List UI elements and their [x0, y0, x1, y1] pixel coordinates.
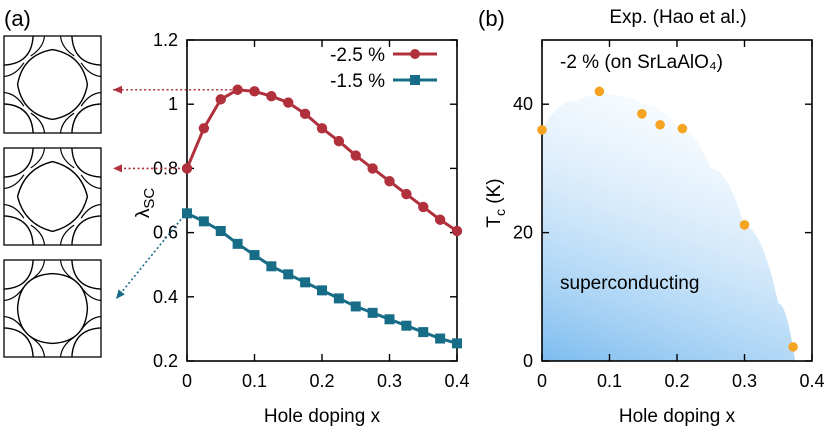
data-point-1p5 [452, 338, 462, 349]
panel-a-chart: 0 0.1 0.2 0.3 0.40.20.40.60.811.2 Hole dopin… [113, 30, 470, 427]
a-xtick-label: 0.3 [377, 371, 402, 391]
data-point-2p5 [181, 163, 193, 174]
data-point-1p5 [283, 269, 294, 280]
a-ytick-label: 0.2 [153, 351, 178, 371]
panel-b-ylabel: Tc (K) [484, 178, 508, 227]
b-xtick-label: 0 [537, 371, 547, 391]
panel-b-annotation: -2 % (on SrLaAlO₄) [560, 52, 723, 73]
arrow-to-middle-inset-head [113, 164, 122, 173]
b-ytick-label: 20 [513, 223, 533, 243]
a-ytick-label: 0.6 [153, 223, 178, 243]
a-ytick-label: 1.2 [153, 30, 178, 50]
a-xtick-label: 0.4 [444, 371, 469, 391]
svg-text:λSC: λSC [133, 188, 158, 219]
data-point-1p5 [333, 293, 344, 304]
data-point-1p5 [317, 285, 327, 296]
panel-a-arrows [113, 85, 232, 300]
data-point-1p5 [384, 314, 395, 325]
a-xtick-label: 0.2 [309, 371, 334, 391]
data-point-1p5 [232, 238, 243, 249]
svg-text:Tc (K): Tc (K) [484, 178, 508, 227]
tc-data-point [637, 109, 647, 119]
ylabel-t: T [484, 216, 505, 228]
b-xtick-label: 0.1 [597, 371, 622, 391]
data-point-2p5 [451, 225, 463, 237]
arrow-to-top-inset-head [113, 85, 122, 94]
fermi-surface-inset-middle [3, 147, 102, 246]
panel-b-points [537, 86, 798, 352]
b-xtick-label: 0.2 [664, 371, 689, 391]
legend-marker-2p5 [410, 49, 420, 59]
ylabel-c-sub: c [492, 209, 508, 216]
panel-a-legend: -2.5 % -1.5 % [330, 45, 437, 92]
data-point-1p5 [266, 261, 277, 272]
data-point-2p5 [215, 94, 226, 105]
panel-b-xlabel: Hole doping x [619, 406, 736, 427]
data-point-2p5 [266, 90, 277, 102]
tc-data-point [594, 86, 605, 97]
legend-label-2p5: -2.5 % [330, 45, 385, 66]
data-point-2p5 [418, 201, 429, 213]
data-point-2p5 [198, 123, 210, 134]
tc-data-point [788, 342, 798, 352]
data-point-2p5 [384, 176, 395, 187]
panel-label-b: (b) [478, 6, 505, 31]
a-xtick-label: 0.1 [242, 371, 267, 391]
data-point-1p5 [367, 307, 378, 318]
panel-a-ticks: 0 0.1 0.2 0.3 0.40.20.40.60.811.2 [153, 30, 470, 391]
panel-a-ylabel: λSC [133, 188, 158, 219]
b-xtick-label: 0.3 [732, 371, 757, 391]
panel-label-a: (a) [4, 6, 31, 31]
fermi-surface-inset-top [3, 35, 102, 134]
arrow-to-bottom-inset-head [116, 289, 125, 299]
data-point-2p5 [299, 108, 311, 120]
tc-data-point [655, 119, 665, 130]
arrow-to-bottom-inset [115, 218, 182, 300]
superconducting-label: superconducting [560, 273, 699, 294]
data-point-1p5 [249, 250, 260, 261]
data-point-2p5 [316, 123, 328, 134]
data-point-2p5 [333, 135, 345, 147]
data-point-1p5 [198, 216, 209, 227]
ylabel-unit: (K) [484, 178, 505, 209]
panel-a-xlabel: Hole doping x [264, 406, 381, 427]
series-line-1 [186, 211, 458, 345]
a-xtick-label: 0 [182, 371, 192, 391]
data-point-1p5 [215, 225, 226, 236]
tc-data-point [677, 123, 688, 134]
tc-data-point [739, 220, 750, 230]
series-line-0 [185, 88, 458, 233]
data-point-2p5 [401, 188, 412, 200]
fermi-surface-inset-bottom [3, 259, 102, 358]
data-point-2p5 [283, 97, 294, 108]
superconducting-dome [542, 94, 796, 361]
data-point-2p5 [232, 84, 243, 95]
panel-b-ticks: 0 0.1 0.2 0.3 0.4 0 20 40 [513, 40, 825, 391]
b-ytick-label: 40 [513, 94, 533, 114]
data-point-1p5 [300, 277, 311, 288]
data-point-1p5 [182, 208, 192, 219]
a-ytick-label: 0.4 [153, 287, 178, 307]
data-point-2p5 [367, 163, 378, 174]
a-ytick-label: 1 [168, 94, 178, 114]
data-point-2p5 [249, 86, 260, 97]
data-point-1p5 [418, 327, 429, 338]
data-point-1p5 [401, 320, 412, 331]
ylabel-lambda: λ [133, 208, 154, 218]
b-xtick-label: 0.4 [799, 371, 824, 391]
legend-label-1p5: -1.5 % [330, 71, 385, 92]
ylabel-sc-sub: SC [141, 188, 158, 209]
data-point-1p5 [350, 301, 361, 312]
data-point-2p5 [350, 150, 361, 161]
data-point-1p5 [435, 333, 446, 344]
tc-data-point [537, 125, 547, 135]
panel-a-series [181, 84, 463, 349]
b-ytick-label: 0 [523, 351, 533, 371]
legend-marker-1p5 [410, 75, 420, 85]
panel-b-chart: 0 0.1 0.2 0.3 0.4 0 20 40 Exp. (Hao et al.) -2 … [484, 7, 825, 427]
panel-b-title: Exp. (Hao et al.) [609, 7, 746, 28]
data-point-2p5 [434, 214, 446, 225]
fermi-surface-insets [3, 35, 102, 358]
